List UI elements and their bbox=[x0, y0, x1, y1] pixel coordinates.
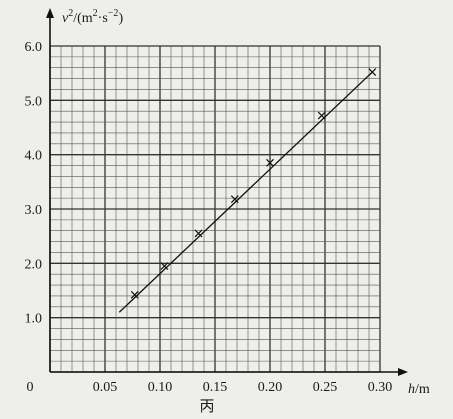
x-axis-unit: /m bbox=[415, 382, 430, 397]
data-point bbox=[230, 195, 239, 204]
x-tick-label: 0.15 bbox=[203, 380, 228, 395]
x-tick-label: 0.20 bbox=[258, 380, 283, 395]
y-tick-label: 3.0 bbox=[25, 203, 43, 218]
y-tick-label: 4.0 bbox=[25, 149, 43, 164]
x-tick-label: 0.10 bbox=[148, 380, 173, 395]
x-tick-label: 0.25 bbox=[313, 380, 338, 395]
y-axis-unit-close: ) bbox=[118, 11, 123, 26]
fit-line-group bbox=[118, 71, 373, 313]
data-point bbox=[317, 111, 326, 120]
y-tick-label: 6.0 bbox=[25, 40, 43, 55]
tick-labels: 0.05 0.10 0.15 0.20 0.25 0.30 1.0 2.0 3.0 4.0 5.0 6… bbox=[25, 40, 393, 395]
y-tick-label: 2.0 bbox=[25, 257, 43, 272]
y-axis-unit-exponent-1: 2 bbox=[93, 8, 98, 19]
y-axis-unit-open: /(m bbox=[73, 11, 93, 26]
y-axis-variable-exponent: 2 bbox=[68, 8, 73, 19]
y-axis-unit-mid: ·s bbox=[98, 11, 108, 26]
x-axis-title: h/m bbox=[408, 382, 430, 397]
data-point bbox=[266, 158, 274, 167]
y-axis-title: v2/(m2·s−2) bbox=[62, 8, 123, 26]
x-axis-variable: h bbox=[408, 382, 415, 397]
x-tick-label: 0.30 bbox=[368, 380, 393, 395]
data-point bbox=[368, 68, 377, 77]
y-tick-label: 1.0 bbox=[25, 312, 43, 327]
data-points bbox=[130, 68, 377, 299]
data-point bbox=[194, 229, 203, 238]
y-axis-variable: v bbox=[62, 11, 69, 26]
grid bbox=[49, 45, 381, 373]
axes bbox=[46, 8, 408, 376]
origin-label: 0 bbox=[27, 380, 34, 395]
y-tick-label: 5.0 bbox=[25, 94, 43, 109]
x-axis-arrow bbox=[398, 368, 408, 376]
x-tick-label: 0.05 bbox=[93, 380, 118, 395]
data-point bbox=[130, 290, 139, 299]
fit-line bbox=[118, 71, 373, 313]
y-axis-unit-exponent-2: −2 bbox=[108, 8, 119, 19]
y-axis-arrow bbox=[46, 8, 54, 18]
data-point bbox=[160, 262, 169, 270]
figure-caption: 丙 bbox=[199, 399, 214, 414]
